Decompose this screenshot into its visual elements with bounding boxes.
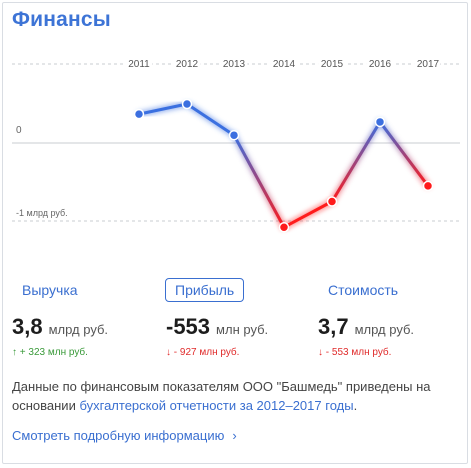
data-point-2014[interactable] [278,221,290,233]
profit-unit: млн руб. [216,322,269,337]
y-tick-label-1: -1 млрд руб. [16,208,68,218]
line-segment-2015-2016 [330,120,382,203]
data-point-2015[interactable] [326,196,338,207]
data-point-2012[interactable] [181,98,193,110]
arrow-up-icon: ↑ [12,347,17,358]
line-segment-2013-2014 [232,133,286,229]
profit-delta: ↓ - 927 млн руб. [166,347,239,358]
tab-profit[interactable]: Прибыль [165,278,245,302]
revenue-unit: млрд руб. [48,322,109,337]
arrow-down-icon: ↓ [318,347,323,358]
cost-unit: млрд руб. [354,322,415,337]
x-tick-label-2013: 2013 [223,59,246,70]
revenue-delta-text: + 323 млн руб. [19,347,88,358]
data-point-2011[interactable] [133,108,145,120]
more-info-label: Смотреть подробную информацию [12,428,225,443]
more-info-link[interactable]: Смотреть подробную информацию › [12,428,237,443]
line-segment-2014-2015 [282,200,334,229]
x-tick-label-2015: 2015 [321,59,344,70]
x-tick-label-2017: 2017 [417,59,440,70]
profit-chart: 2011 2012 2013 2014 2015 2016 2017 0 -1 млрд ру… [12,59,460,233]
revenue-amount: 3,8 [12,314,43,339]
profit-delta-text: - 927 млн руб. [173,347,240,358]
arrow-down-icon: ↓ [166,347,171,358]
y-tick-label-0: 0 [16,125,22,136]
data-point-2017[interactable] [422,180,434,192]
x-tick-label-2016: 2016 [369,59,392,70]
cost-delta-text: - 553 млн руб. [325,347,392,358]
cost-delta: ↓ - 553 млн руб. [318,347,391,358]
line-segment-2016-2017 [378,120,430,188]
line-segment-2011-2012 [137,102,189,116]
reporting-link[interactable]: бухгалтерской отчетности за 2012–2017 го… [79,398,354,413]
revenue-delta: ↑ + 323 млн руб. [12,347,88,358]
description-text: Данные по финансовым показателям ООО "Ба… [12,379,431,413]
data-point-2016[interactable] [374,116,386,128]
data-point-2013[interactable] [228,129,240,141]
x-tick-label-2011: 2011 [128,59,150,70]
finance-card [2,2,468,464]
cost-amount: 3,7 [318,314,349,339]
cost-value: 3,7 млрд руб. [318,314,414,340]
widget-title: Финансы [12,8,111,31]
revenue-value: 3,8 млрд руб. [12,314,108,340]
x-tick-label-2014: 2014 [273,59,296,70]
tab-value[interactable]: Стоимость [328,282,399,298]
description: Данные по финансовым показателям ООО "Ба… [12,377,458,415]
profit-amount: -553 [166,314,211,339]
tab-revenue[interactable]: Выручка [22,282,78,298]
description-end: . [353,398,358,413]
x-tick-label-2012: 2012 [176,59,199,70]
profit-value: -553 млн руб. [166,314,268,340]
line-segment-2012-2013 [185,102,236,137]
chevron-right-icon: › [232,428,237,443]
